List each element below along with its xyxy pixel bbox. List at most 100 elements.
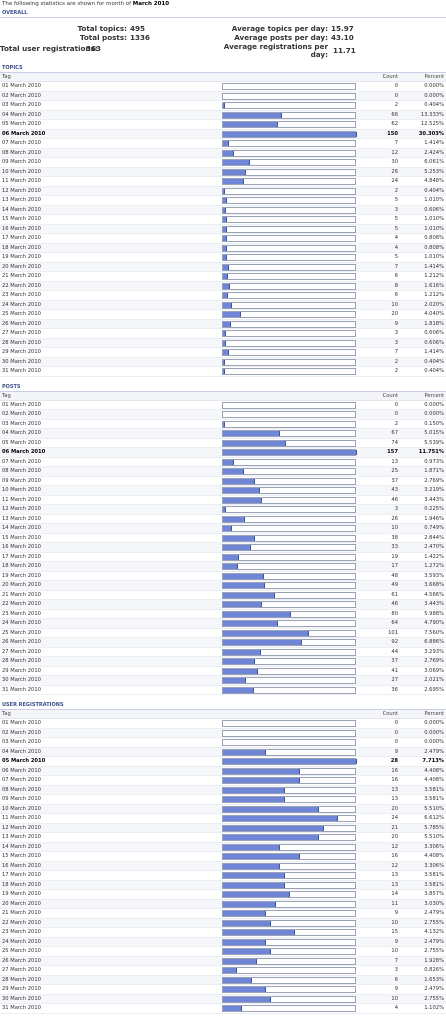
bar-fill [223,1006,242,1011]
bar-track [222,739,356,746]
row-percent: 2.479% [424,938,444,945]
row-date: 30 March 2010 [2,995,41,1002]
row-percent: 0.000% [424,720,444,726]
bar-track [222,102,356,109]
row-count: 48 [391,572,398,579]
row-date: 19 March 2010 [2,891,41,897]
row-count: 26 [391,515,398,522]
table-row: 14 March 2010 3 0.606% [0,205,446,215]
bar-fill [223,350,229,355]
row-date: 29 March 2010 [2,667,41,674]
bar-track [222,620,356,627]
bar-fill [223,583,265,588]
row-count: 0 [394,739,398,745]
row-date: 21 March 2010 [2,591,41,598]
row-date: 22 March 2010 [2,282,41,289]
column-tag: Tag [2,711,11,717]
row-percent: 1.414% [424,140,444,146]
bar-track [222,938,356,946]
row-date: 12 March 2010 [2,824,41,831]
table-row: 08 March 2010 12 2.424% [0,148,446,158]
row-date: 09 March 2010 [2,477,41,484]
table-row: 04 March 2010 9 2.479% [0,747,446,757]
row-date: 25 March 2010 [2,948,41,954]
bar-fill [223,535,255,541]
bar-fill [223,255,227,260]
table-row: 30 March 2010 27 2.021% [0,676,446,686]
row-count: 43 [391,487,398,493]
row-date: 05 March 2010 [2,121,41,127]
row-percent: 1.212% [424,273,444,279]
row-percent: 1.010% [424,225,444,232]
row-count: 11 [391,900,398,907]
bar-fill [223,497,262,503]
bar-track [222,477,356,485]
row-percent: 0.808% [424,244,444,251]
table-row: 28 March 2010 6 1.653% [0,975,446,985]
row-count: 12 [391,149,398,156]
bar-track [222,111,356,119]
row-date: 08 March 2010 [2,149,41,156]
row-date: 10 March 2010 [2,487,41,493]
bar-track [222,563,356,570]
column-percent: Percent [424,74,444,80]
bar-fill [223,949,271,954]
bar-fill [223,469,244,474]
row-percent: 2.755% [424,948,444,954]
bar-track [222,629,356,637]
row-date: 06 March 2010 [2,130,46,137]
row-percent: 13.333% [420,111,444,118]
row-percent: 2.470% [424,544,444,550]
row-percent: 1.272% [424,563,444,569]
bar-track [222,439,356,447]
bar-fill [223,160,250,165]
table-row: 12 March 2010 3 0.225% [0,505,446,515]
overall-stats: Total topics: 495 Total posts: 1336 Tota… [0,18,446,64]
bar-track [222,976,356,984]
row-date: 17 March 2010 [2,872,41,878]
row-count: 3 [394,330,398,336]
bar-fill [223,369,225,374]
row-percent: 0.000% [424,92,444,99]
row-percent: 6.061% [424,159,444,165]
row-date: 24 March 2010 [2,301,41,308]
bar-track [222,159,356,166]
row-count: 67 [391,430,398,436]
row-date: 13 March 2010 [2,197,41,203]
table-row: 02 March 2010 0 0.000% [0,728,446,738]
row-percent: 3.219% [424,487,444,493]
bar-track [222,824,356,832]
section-topics: TOPICS Tag Count Percent 01 March 2010 0 0.000… [0,64,446,377]
table-row: 21 March 2010 9 2.479% [0,909,446,919]
row-count: 9 [394,910,398,916]
table-row: 16 March 2010 12 3.306% [0,861,446,871]
column-percent: Percent [424,711,444,717]
row-percent: 2.755% [424,919,444,926]
table-row: 31 March 2010 36 2.695% [0,686,446,695]
bar-fill [223,112,282,118]
bar-track [222,601,356,608]
row-percent: 5.253% [424,168,444,175]
row-percent: 2.020% [424,301,444,308]
row-date: 16 March 2010 [2,225,41,232]
bar-fill [223,649,261,655]
row-percent: 3.593% [424,572,444,579]
row-date: 08 March 2010 [2,468,41,474]
bar-track [222,311,356,318]
table-row: 12 March 2010 2 0.404% [0,186,446,196]
row-count: 157 [387,449,398,455]
row-percent: 1.414% [424,349,444,355]
table-row: 10 March 2010 43 3.219% [0,486,446,496]
bar-fill [223,554,239,560]
row-count: 16 [391,767,398,774]
table-body: 01 March 2010 0 0.000% 02 March 2010 0 0.000%… [0,401,446,695]
table-row: 29 March 2010 41 3.069% [0,667,446,676]
table-row: 27 March 2010 3 0.606% [0,329,446,339]
row-percent: 2.479% [424,986,444,992]
column-count: Count [382,711,398,717]
bar-fill [223,797,285,802]
bar-fill [223,996,271,1002]
row-count: 74 [391,439,398,446]
row-date: 17 March 2010 [2,553,41,560]
row-date: 04 March 2010 [2,430,41,436]
